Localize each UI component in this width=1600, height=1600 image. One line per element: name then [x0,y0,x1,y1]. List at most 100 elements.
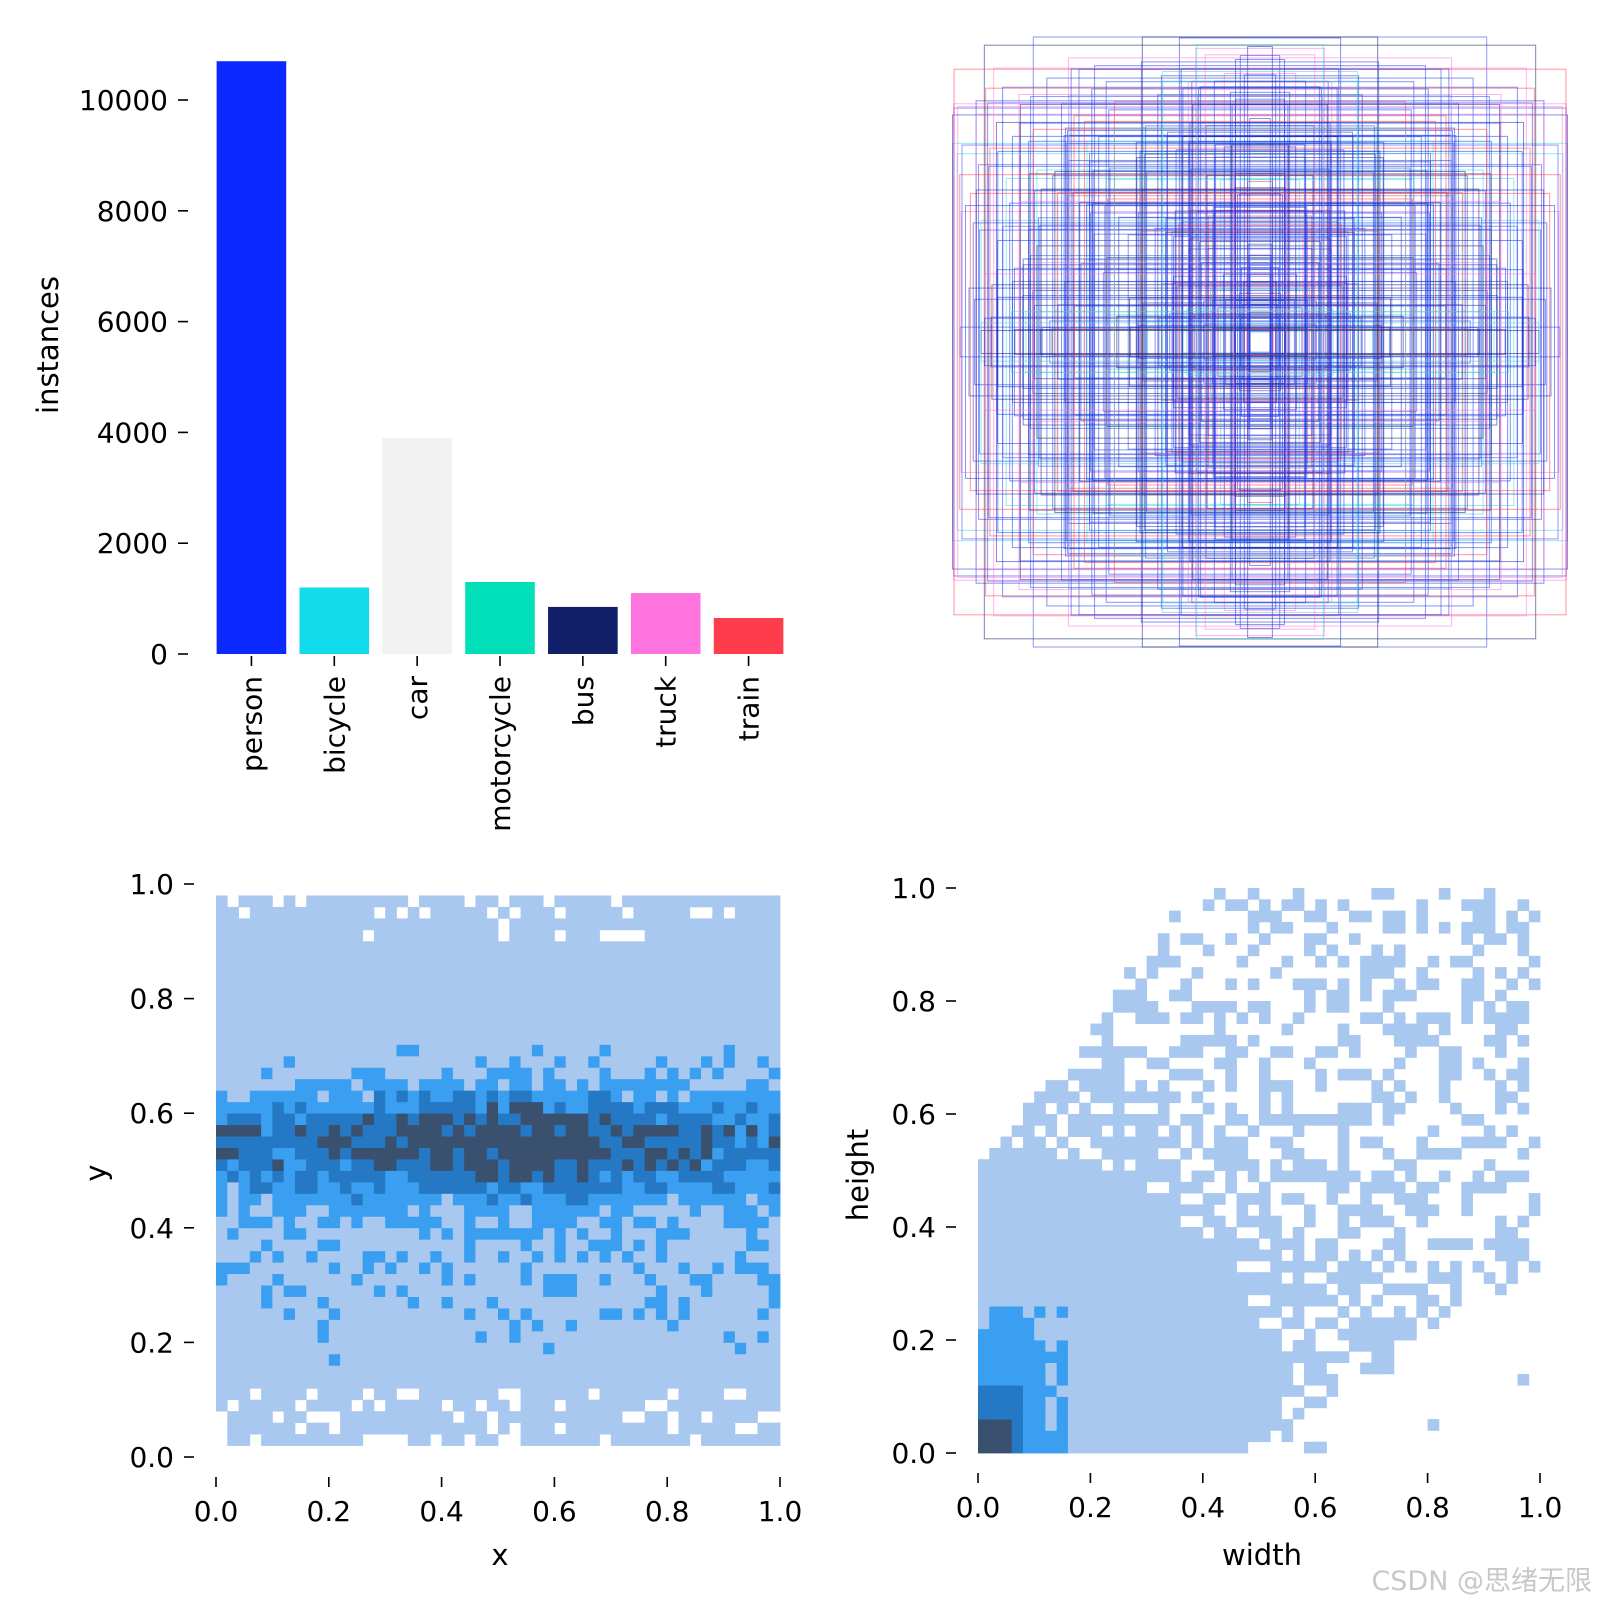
xy-cell [452,1399,465,1412]
wh-cell [1438,1306,1451,1318]
bbox-outline [1249,273,1271,411]
xy-cell [419,1411,431,1424]
wh-cell [1214,1373,1226,1386]
wh-cell [1101,1204,1114,1217]
xy-cell [723,1285,736,1297]
xy-cell [249,1262,262,1275]
xy-cell [678,1227,691,1240]
xy-cell [734,895,747,908]
xy-cell [565,1101,578,1114]
xy-cell [701,1239,713,1252]
xy-cell [610,1010,623,1022]
xy-cell [441,1204,454,1217]
xy-cell [565,1273,578,1286]
xy-cell [599,1044,612,1057]
wh-cell [1326,1046,1339,1058]
xy-cell [509,1170,521,1183]
wh-cell [1236,1249,1249,1262]
xy-cell [362,987,375,999]
wh-cell [1056,1102,1069,1115]
bbox-outline [988,165,1532,519]
xy-cell [768,1159,781,1171]
wh-cell [1135,1147,1147,1160]
wh-x-tick-label: 1.0 [1518,1491,1563,1524]
wh-cell [1191,1317,1204,1330]
wh-cell [1247,1407,1260,1420]
xy-cell [768,1285,781,1297]
xy-cell [419,1124,431,1137]
wh-cell [1045,1317,1058,1330]
wh-cell [1303,978,1316,991]
xy-cell [667,1044,679,1057]
xy-cell [734,1204,747,1217]
wh-cell [1247,888,1260,900]
xy-cell [498,1296,510,1309]
wh-cell [1101,1091,1114,1104]
xy-cell [340,1090,352,1103]
wh-cell [1270,1385,1282,1397]
xy-cell [768,1124,781,1137]
xy-cell [452,1193,465,1206]
xy-cell [712,952,724,965]
xy-cell [385,1078,397,1091]
wh-cell [1236,1238,1249,1250]
wh-cell [1405,1204,1417,1217]
wh-cell [1079,1294,1091,1307]
xy-cell [531,941,544,954]
xy-cell [216,1376,228,1389]
xy-cell [261,1216,273,1229]
wh-cell [1382,1001,1395,1013]
bbox-outline [1135,141,1385,543]
xy-cell [317,1353,330,1366]
xy-cell [249,1101,262,1114]
xy-cell [565,1010,578,1022]
wh-cell [1303,1001,1316,1013]
xy-cell [554,918,567,931]
bbox-outline [1204,54,1316,630]
xy-cell [227,1250,239,1263]
xy-cell [757,1147,770,1160]
xy-cell [373,1273,386,1286]
xy-cell [486,987,499,999]
xy-cell [599,1021,612,1034]
bbox-outline [1034,304,1486,380]
xy-cell [396,1227,409,1240]
wh-cell [1393,1249,1406,1262]
xy-cell [599,895,612,908]
xy-cell [565,895,578,908]
xy-cell [452,987,465,999]
xy-cell [531,1204,544,1217]
wh-cell [1382,1091,1395,1104]
bbox-outline [1028,173,1492,511]
wh-cell [1045,1385,1058,1397]
xy-cell [486,1434,499,1446]
xy-cell [373,1411,386,1424]
xy-cell [249,1296,262,1309]
xy-cell [543,1296,555,1309]
xy-cell [622,1010,634,1022]
wh-cell [1191,1012,1204,1024]
wh-cell [1348,1068,1361,1081]
wh-cell [1090,1260,1103,1273]
wh-cell [1337,1159,1350,1171]
xy-cell [757,1181,770,1194]
wh-cell [1090,1272,1103,1284]
xy-cell [520,1262,533,1275]
wh-cell [1191,1272,1204,1284]
xy-cell [633,1010,646,1022]
xy-cell [272,918,285,931]
wh-cell [1259,1249,1271,1262]
xy-cell [340,1422,352,1435]
x-tick-label-train: train [733,676,766,741]
xy-cell [362,1422,375,1435]
xy-cell [554,1239,567,1252]
wh-y-tick-label: 0.2 [891,1324,936,1357]
xy-cell [272,1273,285,1286]
xy-cell [351,1342,364,1355]
xy-cell [565,1055,578,1068]
bbox-outline [1178,224,1342,460]
xy-cell [734,1067,747,1080]
bbox-outline [1193,314,1327,370]
wh-cell [1112,1046,1125,1058]
xy-cell [385,1147,397,1160]
